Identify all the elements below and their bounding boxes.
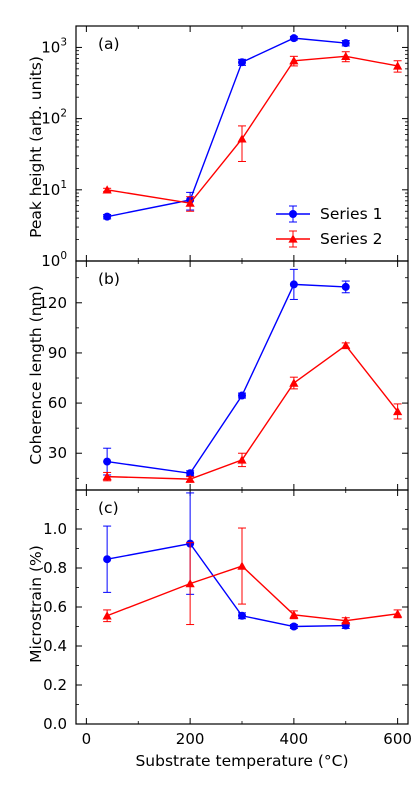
panel-label: (b) — [98, 270, 120, 288]
data-point — [341, 39, 350, 48]
legend-entry: Series 1 — [276, 205, 382, 223]
y-axis-label-c: Microstrain (%) — [27, 545, 45, 663]
data-point — [103, 555, 112, 564]
data-point — [289, 56, 299, 65]
series-line — [107, 283, 346, 475]
data-point — [393, 61, 403, 70]
y-tick-label: 90 — [48, 344, 67, 362]
series-1 — [103, 492, 350, 631]
panel-label: (c) — [98, 499, 119, 517]
y-tick-label: 60 — [48, 394, 67, 412]
y-axis-label-b: Coherence length (nm) — [27, 285, 45, 464]
y-tick-label: 101 — [41, 179, 67, 199]
series-2 — [102, 340, 403, 483]
y-tick-label: 0.0 — [43, 715, 67, 733]
legend-marker — [289, 210, 297, 218]
data-point — [238, 391, 246, 400]
data-point — [186, 469, 195, 478]
y-tick-label: 30 — [48, 444, 67, 462]
data-point — [341, 282, 350, 291]
panel-label: (a) — [98, 35, 120, 53]
legend-label: Series 1 — [320, 205, 382, 223]
data-point — [238, 58, 246, 67]
y-tick-label: 102 — [41, 108, 67, 128]
panel-c: 0 200 400 600 0.0 0.2 0.4 0.6 0.8 1.0 (c) — [43, 489, 412, 748]
data-point — [289, 622, 298, 631]
y-tick-label: 1.0 — [43, 520, 67, 538]
data-point — [185, 474, 195, 483]
data-point — [185, 579, 195, 588]
data-point — [102, 611, 112, 620]
y-tick-label: 120 — [38, 294, 67, 312]
legend: Series 1 Series 2 — [276, 205, 382, 248]
series-1 — [103, 34, 350, 221]
data-point — [289, 34, 298, 43]
data-point — [102, 185, 112, 194]
legend-label: Series 2 — [320, 230, 382, 248]
data-point — [238, 611, 246, 620]
x-tick-label: 200 — [176, 730, 205, 748]
series-2 — [102, 51, 403, 212]
data-point — [237, 134, 247, 143]
y-tick-label: 0.8 — [43, 559, 67, 577]
series-1 — [103, 268, 350, 478]
data-point — [237, 561, 247, 570]
y-tick-label: 103 — [41, 36, 67, 56]
data-point — [289, 610, 299, 619]
panel-b: 30 60 90 120 (b) — [38, 260, 409, 491]
data-point — [341, 51, 351, 61]
data-point — [103, 457, 112, 466]
legend-marker — [288, 234, 298, 243]
data-point — [185, 198, 195, 207]
panel-a: 100 101 102 103 (a) Series 1 Series 2 — [41, 25, 409, 270]
series-line — [107, 55, 398, 204]
data-point — [393, 406, 403, 416]
x-tick-label: 600 — [383, 730, 412, 748]
y-tick-label: 0.2 — [43, 676, 67, 694]
data-point — [341, 616, 351, 625]
data-point — [289, 280, 298, 289]
data-point — [237, 455, 247, 464]
plot-frame — [75, 489, 409, 725]
series-line — [106, 37, 346, 218]
series-line — [107, 344, 399, 480]
series-line — [106, 542, 346, 628]
data-point — [289, 378, 299, 387]
series-2 — [102, 527, 403, 626]
data-point — [393, 609, 403, 618]
x-tick-label: 0 — [82, 730, 92, 748]
y-tick-label: 0.4 — [43, 637, 67, 655]
data-point — [341, 340, 351, 350]
data-point — [103, 212, 112, 221]
y-tick-label: 0.6 — [43, 598, 67, 616]
legend-entry: Series 2 — [276, 230, 382, 248]
y-tick-label: 100 — [41, 250, 67, 270]
data-point — [102, 472, 112, 481]
y-axis-label-a: Peak height (arb. units) — [27, 56, 45, 238]
series-line — [106, 565, 398, 622]
x-tick-label: 400 — [280, 730, 309, 748]
x-axis-label: Substrate temperature (°C) — [135, 752, 348, 770]
